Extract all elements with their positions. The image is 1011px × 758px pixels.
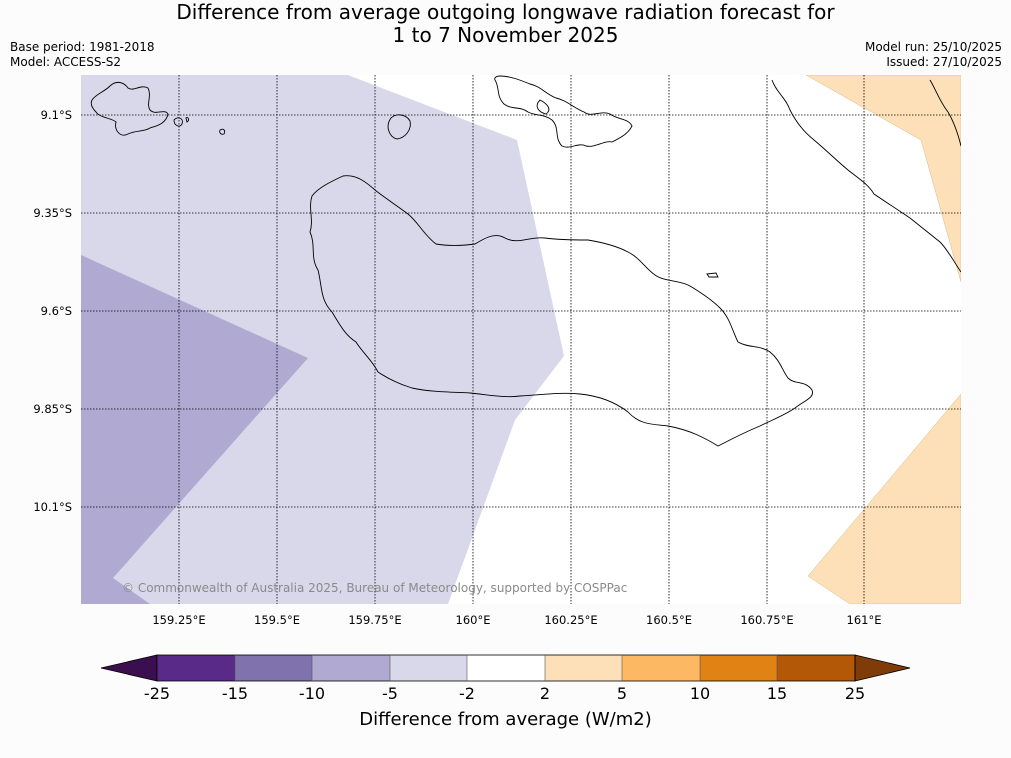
- model-run: Model run: 25/10/2025: [864, 40, 1002, 54]
- russell-islet-1: [173, 117, 183, 127]
- colorbar-bin-4: [390, 655, 467, 681]
- colorbar-tick-label: -15: [221, 684, 249, 703]
- malaita-coast: [771, 79, 961, 273]
- anomaly-region-minus10-minus5: [81, 255, 308, 604]
- title-line-2: 1 to 7 November 2025: [392, 23, 619, 47]
- colorbar-tick-label: -25: [143, 684, 171, 703]
- colorbar-extend-high: [854, 654, 911, 682]
- malaita-northern-coast: [929, 79, 961, 147]
- model-name: Model: ACCESS-S2: [10, 55, 122, 69]
- russell-islet-3: [185, 117, 189, 123]
- colorbar-tick-label: -2: [459, 684, 475, 703]
- colorbar-tick-label: 25: [844, 684, 866, 703]
- florida-inner-lagoon: [536, 99, 550, 115]
- colorbar-title: Difference from average (W/m2): [359, 709, 652, 730]
- anomaly-region-2-5-north: [805, 75, 961, 283]
- colorbar-bin-6: [545, 655, 622, 681]
- base-period: Base period: 1981-2018: [10, 40, 155, 54]
- small-islet: [706, 272, 719, 278]
- lon-label-160.75: 160.75°E: [740, 613, 794, 627]
- lon-label-159.25: 159.25°E: [152, 613, 206, 627]
- copyright-notice: © Commonwealth of Australia 2025, Bureau…: [122, 581, 628, 595]
- lat-label-9.1: 9.1°S: [40, 108, 72, 122]
- issued-date: Issued: 27/10/2025: [886, 55, 1002, 69]
- lon-label-160.25: 160.25°E: [544, 613, 598, 627]
- colorbar-bin-1: [157, 655, 235, 681]
- map-panel: [81, 75, 961, 604]
- lon-label-159.75: 159.75°E: [348, 613, 402, 627]
- colorbar-bin-7: [622, 655, 700, 681]
- colorbar-tick-label: 10: [689, 684, 711, 703]
- russell-islands: [90, 81, 169, 136]
- lon-label-161: 161°E: [846, 613, 882, 627]
- colorbar-bin-9: [777, 655, 855, 681]
- gridlines: [81, 75, 961, 604]
- lat-label-9.85: 9.85°S: [33, 402, 72, 416]
- colorbar: [100, 654, 911, 682]
- lon-label-159.5: 159.5°E: [254, 613, 300, 627]
- lat-label-9.6: 9.6°S: [40, 304, 72, 318]
- colorbar-tick-label: 15: [766, 684, 788, 703]
- lon-label-160.5: 160.5°E: [646, 613, 692, 627]
- colorbar-bin-8: [700, 655, 777, 681]
- lat-label-10.1: 10.1°S: [33, 500, 72, 514]
- anomaly-region-2-5-south: [807, 393, 961, 604]
- colorbar-tick-label: 5: [616, 684, 628, 703]
- title-line-1: Difference from average outgoing longwav…: [176, 0, 835, 24]
- guadalcanal-coast: [309, 175, 813, 447]
- colorbar-bin-3: [312, 655, 390, 681]
- lat-label-9.35: 9.35°S: [33, 206, 72, 220]
- colorbar-dividers: [234, 655, 778, 681]
- colorbar-tick-label: 2: [539, 684, 551, 703]
- savo-island: [387, 114, 411, 140]
- colorbar-frame: [156, 654, 856, 682]
- coastlines: [90, 75, 961, 447]
- lon-label-160: 160°E: [455, 613, 491, 627]
- colorbar-bin-5: [467, 655, 545, 681]
- colorbar-tick-label: -5: [382, 684, 398, 703]
- colorbar-tick-label: -10: [298, 684, 326, 703]
- russell-islet-2: [219, 128, 226, 135]
- florida-islands: [494, 75, 633, 148]
- colorbar-extend-low: [100, 654, 158, 682]
- colorbar-bin-2: [235, 655, 312, 681]
